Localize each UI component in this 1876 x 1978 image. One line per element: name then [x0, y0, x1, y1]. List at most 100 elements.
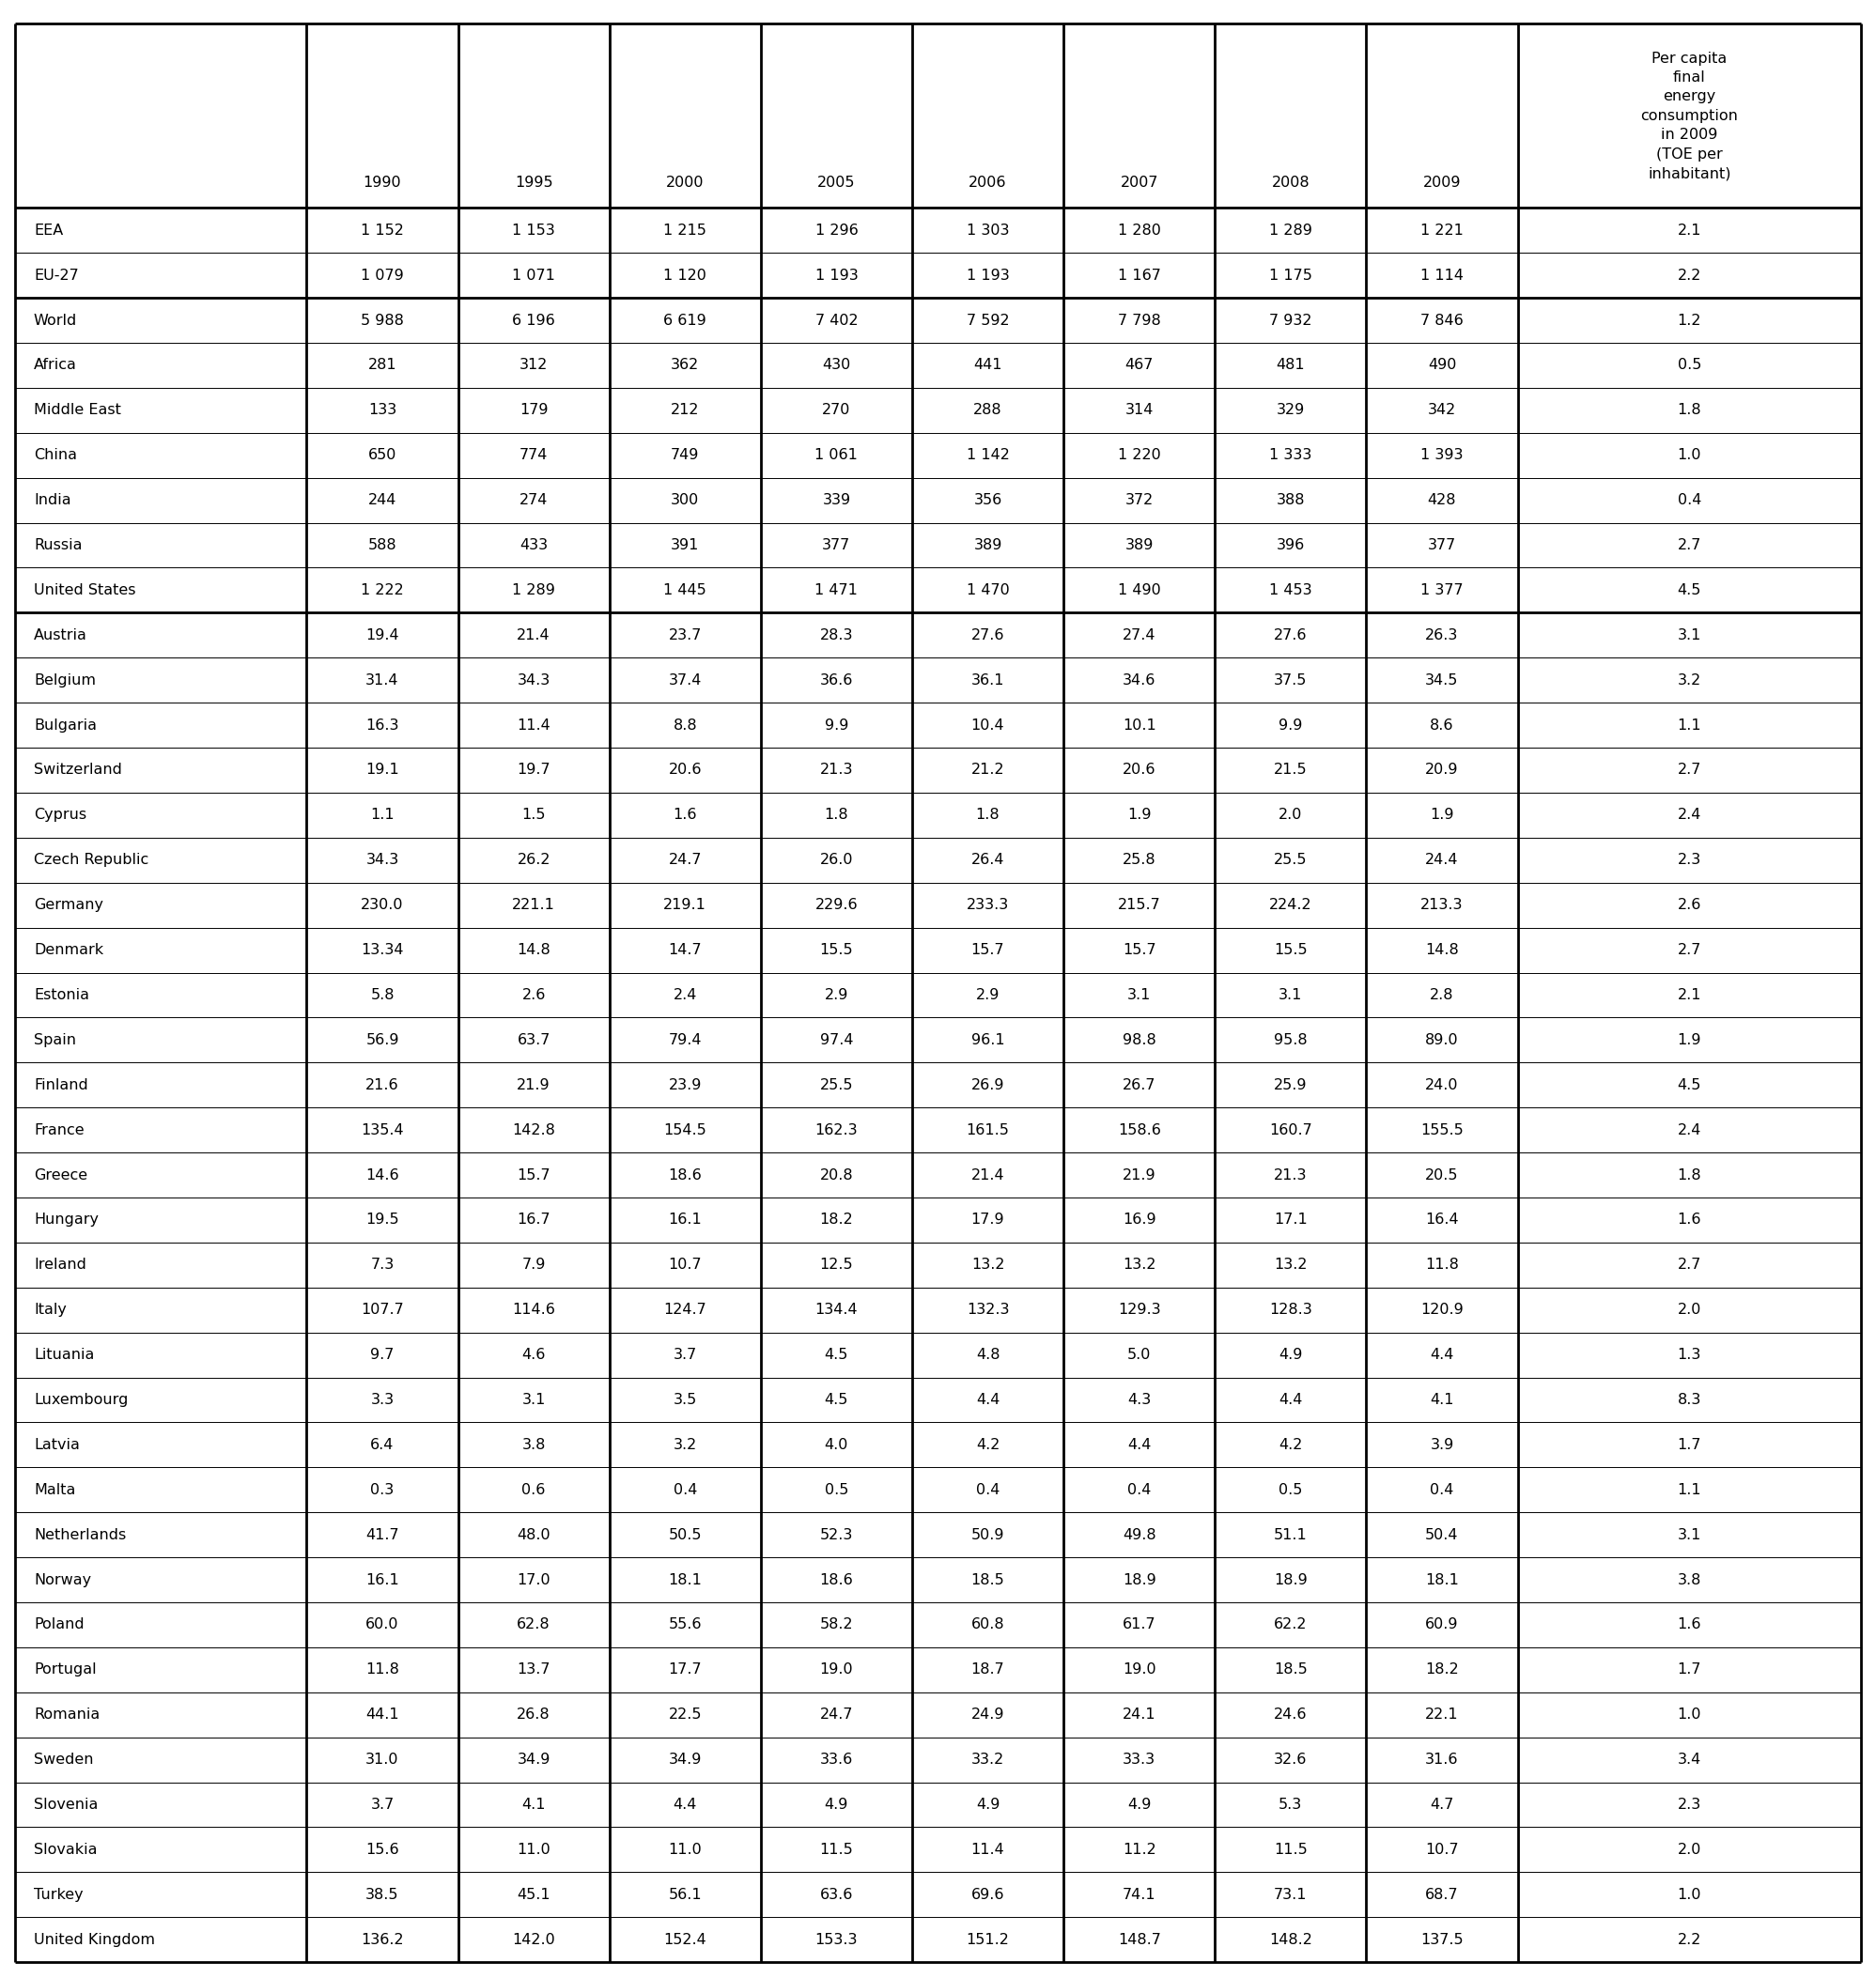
- Text: 51.1: 51.1: [1274, 1527, 1308, 1543]
- Text: 10.4: 10.4: [972, 718, 1004, 732]
- Text: 13.2: 13.2: [972, 1258, 1004, 1272]
- Text: EEA: EEA: [34, 224, 64, 237]
- Text: 650: 650: [368, 449, 396, 463]
- Text: 133: 133: [368, 404, 396, 417]
- Text: 4.1: 4.1: [1430, 1393, 1454, 1406]
- Text: 19.0: 19.0: [1122, 1663, 1156, 1677]
- Text: 2.7: 2.7: [1677, 1258, 1702, 1272]
- Text: 27.4: 27.4: [1122, 629, 1156, 643]
- Text: 1.8: 1.8: [1677, 404, 1702, 417]
- Text: 1.5: 1.5: [522, 809, 546, 823]
- Text: 8.6: 8.6: [1430, 718, 1454, 732]
- Text: 34.6: 34.6: [1122, 673, 1156, 686]
- Text: 19.7: 19.7: [518, 764, 550, 777]
- Text: 4.9: 4.9: [1127, 1798, 1152, 1812]
- Text: 155.5: 155.5: [1420, 1124, 1463, 1137]
- Text: 774: 774: [520, 449, 548, 463]
- Text: 19.5: 19.5: [366, 1213, 400, 1226]
- Text: 142.8: 142.8: [512, 1124, 555, 1137]
- Text: 31.6: 31.6: [1426, 1753, 1460, 1766]
- Text: 120.9: 120.9: [1420, 1304, 1463, 1317]
- Text: 14.8: 14.8: [518, 944, 550, 957]
- Text: 21.4: 21.4: [518, 629, 550, 643]
- Text: 134.4: 134.4: [814, 1304, 857, 1317]
- Text: 2.2: 2.2: [1677, 1933, 1702, 1946]
- Text: 26.9: 26.9: [972, 1078, 1004, 1092]
- Text: 24.4: 24.4: [1426, 853, 1460, 866]
- Text: Greece: Greece: [34, 1167, 88, 1183]
- Text: 7 932: 7 932: [1270, 313, 1311, 328]
- Text: 31.4: 31.4: [366, 673, 400, 686]
- Text: 17.0: 17.0: [518, 1573, 550, 1586]
- Text: 1.9: 1.9: [1677, 1033, 1702, 1046]
- Text: 73.1: 73.1: [1274, 1887, 1308, 1901]
- Text: 1.8: 1.8: [1677, 1167, 1702, 1183]
- Text: 0.4: 0.4: [673, 1484, 698, 1497]
- Text: 18.5: 18.5: [972, 1573, 1006, 1586]
- Text: 1.0: 1.0: [1677, 1707, 1702, 1721]
- Text: 22.1: 22.1: [1426, 1707, 1460, 1721]
- Text: 428: 428: [1428, 493, 1456, 506]
- Text: 4.5: 4.5: [825, 1393, 848, 1406]
- Text: Sweden: Sweden: [34, 1753, 94, 1766]
- Text: Germany: Germany: [34, 898, 103, 912]
- Text: 12.5: 12.5: [820, 1258, 854, 1272]
- Text: 4.5: 4.5: [1677, 584, 1702, 597]
- Text: 1.7: 1.7: [1677, 1438, 1702, 1452]
- Text: 7 402: 7 402: [814, 313, 857, 328]
- Text: 433: 433: [520, 538, 548, 552]
- Text: 61.7: 61.7: [1122, 1618, 1156, 1632]
- Text: 389: 389: [974, 538, 1002, 552]
- Text: United States: United States: [34, 584, 135, 597]
- Text: 10.7: 10.7: [1426, 1843, 1460, 1857]
- Text: 0.5: 0.5: [1279, 1484, 1302, 1497]
- Text: 2.2: 2.2: [1677, 269, 1702, 283]
- Text: 8.3: 8.3: [1677, 1393, 1702, 1406]
- Text: 4.4: 4.4: [1127, 1438, 1152, 1452]
- Text: 10.1: 10.1: [1122, 718, 1156, 732]
- Text: 0.5: 0.5: [1677, 358, 1702, 372]
- Text: 21.5: 21.5: [1274, 764, 1308, 777]
- Text: 1 061: 1 061: [814, 449, 857, 463]
- Text: 3.1: 3.1: [1677, 1527, 1702, 1543]
- Text: 96.1: 96.1: [972, 1033, 1004, 1046]
- Text: 158.6: 158.6: [1118, 1124, 1161, 1137]
- Text: 230.0: 230.0: [360, 898, 403, 912]
- Text: 2008: 2008: [1272, 176, 1309, 190]
- Text: 137.5: 137.5: [1420, 1933, 1463, 1946]
- Text: 152.4: 152.4: [664, 1933, 707, 1946]
- Text: 11.8: 11.8: [1426, 1258, 1460, 1272]
- Text: 24.7: 24.7: [668, 853, 702, 866]
- Text: 20.6: 20.6: [1122, 764, 1156, 777]
- Text: China: China: [34, 449, 77, 463]
- Text: 1.1: 1.1: [1677, 718, 1702, 732]
- Text: 1.1: 1.1: [1677, 1484, 1702, 1497]
- Text: 132.3: 132.3: [966, 1304, 1009, 1317]
- Text: 128.3: 128.3: [1268, 1304, 1311, 1317]
- Text: Czech Republic: Czech Republic: [34, 853, 148, 866]
- Text: 2.0: 2.0: [1677, 1843, 1702, 1857]
- Text: Switzerland: Switzerland: [34, 764, 122, 777]
- Text: 2.9: 2.9: [825, 989, 848, 1003]
- Text: 15.7: 15.7: [518, 1167, 550, 1183]
- Text: 0.4: 0.4: [1430, 1484, 1454, 1497]
- Text: 50.9: 50.9: [972, 1527, 1004, 1543]
- Text: 6 196: 6 196: [512, 313, 555, 328]
- Text: Russia: Russia: [34, 538, 83, 552]
- Text: 25.5: 25.5: [1274, 853, 1308, 866]
- Text: 24.6: 24.6: [1274, 1707, 1308, 1721]
- Text: 6 619: 6 619: [664, 313, 707, 328]
- Text: 27.6: 27.6: [1274, 629, 1308, 643]
- Text: 4.5: 4.5: [1677, 1078, 1702, 1092]
- Text: 48.0: 48.0: [518, 1527, 550, 1543]
- Text: 142.0: 142.0: [512, 1933, 555, 1946]
- Text: 14.6: 14.6: [366, 1167, 400, 1183]
- Text: Denmark: Denmark: [34, 944, 103, 957]
- Text: Middle East: Middle East: [34, 404, 122, 417]
- Text: 0.4: 0.4: [1127, 1484, 1152, 1497]
- Text: 14.7: 14.7: [668, 944, 702, 957]
- Text: 151.2: 151.2: [966, 1933, 1009, 1946]
- Text: Per capita
final
energy
consumption
in 2009
(TOE per
inhabitant): Per capita final energy consumption in 2…: [1640, 51, 1737, 180]
- Text: 1 453: 1 453: [1270, 584, 1311, 597]
- Text: 7.9: 7.9: [522, 1258, 546, 1272]
